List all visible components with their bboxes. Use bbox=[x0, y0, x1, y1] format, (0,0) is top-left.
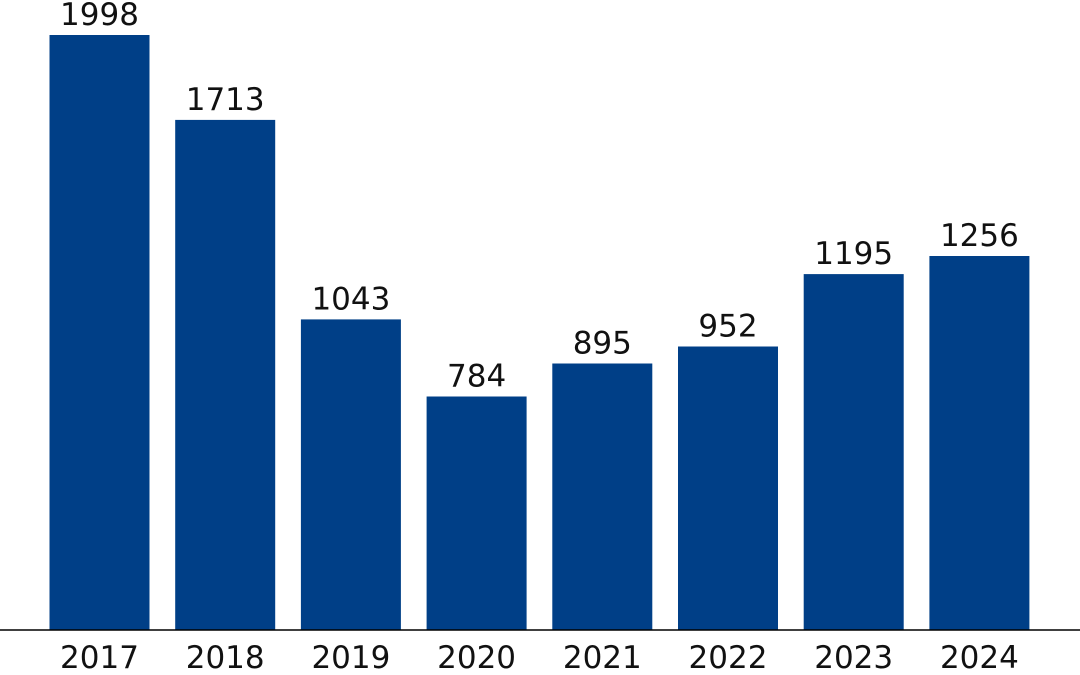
bar-2024 bbox=[929, 256, 1030, 630]
x-tick-label-2017: 2017 bbox=[60, 640, 139, 675]
bar-2023 bbox=[803, 274, 904, 630]
bar-2019 bbox=[300, 319, 401, 630]
bar-2020 bbox=[426, 396, 527, 630]
value-label-2017: 1998 bbox=[60, 0, 139, 33]
value-label-2022: 952 bbox=[698, 309, 757, 345]
value-label-2023: 1195 bbox=[814, 236, 893, 272]
value-label-2019: 1043 bbox=[311, 281, 390, 317]
bars-group bbox=[49, 35, 1030, 631]
value-labels-group: 1998 1713 1043 784 895 952 1195 1256 bbox=[60, 0, 1019, 395]
x-tick-label-2018: 2018 bbox=[186, 640, 265, 675]
bar-2022 bbox=[678, 346, 778, 630]
value-label-2024: 1256 bbox=[940, 218, 1019, 254]
bar-2017 bbox=[49, 35, 150, 630]
x-tick-label-2020: 2020 bbox=[437, 640, 516, 675]
x-tick-label-2023: 2023 bbox=[814, 640, 893, 675]
value-label-2021: 895 bbox=[573, 326, 632, 362]
bar-2021 bbox=[552, 363, 653, 630]
x-tick-label-2019: 2019 bbox=[311, 640, 390, 675]
x-tick-label-2022: 2022 bbox=[689, 640, 768, 675]
x-tick-label-2021: 2021 bbox=[563, 640, 642, 675]
value-label-2020: 784 bbox=[447, 359, 506, 395]
value-label-2018: 1713 bbox=[186, 82, 265, 118]
x-tick-label-2024: 2024 bbox=[940, 640, 1019, 675]
x-tick-labels-group: 2017 2018 2019 2020 2021 2022 2023 2024 bbox=[60, 640, 1019, 675]
bar-2018 bbox=[175, 119, 276, 631]
